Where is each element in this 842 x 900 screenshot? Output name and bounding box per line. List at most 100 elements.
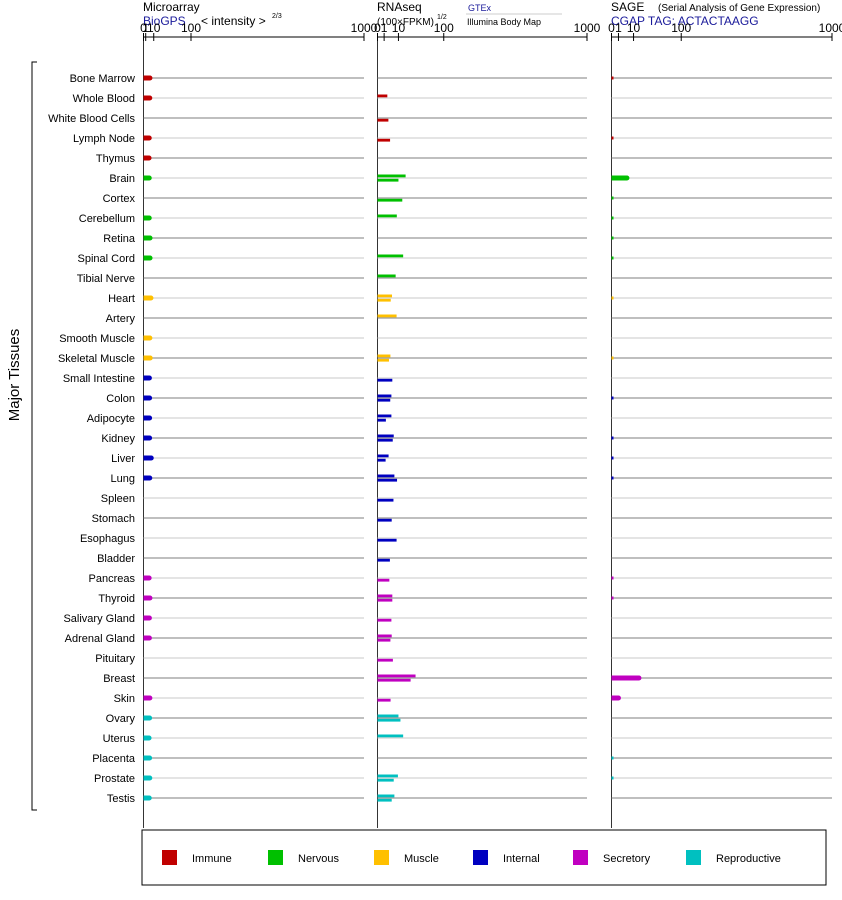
rnaseq-bodymap-bar [377,618,392,622]
rnaseq-bodymap-bar [377,578,390,582]
microarray-bar [143,715,150,721]
microarray-bar-cap [146,375,152,381]
rnaseq-gtex-bar [377,594,393,598]
tissue-label: Heart [108,293,135,305]
rnaseq-bodymap-bar [377,678,411,682]
legend-label-internal: Internal [503,853,540,865]
microarray-bar-cap [147,75,153,81]
microarray-bar-cap [147,355,153,361]
rnaseq-gtex-bar [377,394,392,398]
sage-bar [611,136,614,140]
microarray-bar-cap [147,95,153,101]
legend-label-secretory: Secretory [603,853,651,865]
tissue-label: Cerebellum [79,213,135,225]
legend-swatch-immune [162,850,177,865]
tissue-label: Thyroid [98,593,135,605]
rnaseq-gtex-bar [377,454,389,458]
microarray-tick-label: 0 [140,21,147,35]
sage-title: SAGE [611,0,644,14]
sage-tick-label: 1000 [819,21,842,35]
microarray-bar-cap [147,595,153,601]
microarray-bar [143,395,150,401]
rnaseq-bodymap-bar [377,658,393,662]
sage-bar [611,256,614,260]
tissue-label: Pituitary [95,653,135,665]
tissue-label: Adrenal Gland [65,633,135,645]
tissue-label: Breast [103,673,135,685]
tissue-label: Lymph Node [73,133,135,145]
tissue-label: Cortex [103,193,136,205]
microarray-bar [143,775,150,781]
microarray-bar [143,95,150,101]
rnaseq-source-gtex: GTEx [468,3,492,13]
microarray-bar [143,435,150,441]
sage-bar [611,356,614,360]
legend: Immune Nervous Muscle Internal Secretory Repr… [141,829,827,886]
microarray-scale-label: < intensity > [201,14,266,28]
microarray-bar [143,155,150,161]
microarray-bar [143,175,150,181]
bars-layer [143,75,642,802]
y-axis-bracket [31,61,37,811]
rnaseq-bodymap-bar [377,498,394,502]
sage-bar [611,175,627,181]
rnaseq-bodymap-bar [377,458,386,462]
tissue-label: Ovary [106,713,136,725]
axes-layer: 011010010000110100100001101001000 [140,21,842,828]
sage-tick-label: 1 [615,21,622,35]
microarray-tick-label: 1000 [351,21,378,35]
microarray-scale-exponent: 2/3 [272,13,282,20]
rnaseq-gtex-bar [377,354,391,358]
rnaseq-bodymap-bar [377,178,399,182]
legend-swatch-nervous [268,850,283,865]
microarray-bar [143,415,150,421]
rnaseq-bodymap-bar [377,418,386,422]
sage-tick-label: 100 [671,21,691,35]
sage-bar [611,216,614,220]
microarray-bar [143,475,150,481]
sage-bar [611,756,614,760]
microarray-bar-cap [148,455,154,461]
microarray-bar [143,215,150,221]
microarray-bar-cap [146,635,152,641]
microarray-bar-cap [147,255,153,261]
legend-swatch-reproductive [686,850,701,865]
microarray-bar-cap [147,695,153,701]
rnaseq-bodymap-bar [377,558,390,562]
rnaseq-bodymap-bar [377,118,389,122]
rnaseq-tick-label: 100 [434,21,454,35]
microarray-bar-cap [147,755,153,761]
rnaseq-bodymap-bar [377,398,391,402]
sage-bar-cap [615,695,621,701]
legend-label-muscle: Muscle [404,853,439,865]
rnaseq-gtex-bar [377,94,388,98]
tissue-label: Small Intestine [63,373,135,385]
rnaseq-gtex-bar [377,214,397,218]
microarray-bar [143,695,150,701]
rnaseq-source-bodymap: Illumina Body Map [467,17,541,27]
rnaseq-gtex-bar [377,474,395,478]
sage-bar [611,196,614,200]
rnaseq-bodymap-bar [377,298,391,302]
rnaseq-gtex-bar [377,674,416,678]
microarray-tick-label: 10 [147,21,161,35]
rnaseq-bodymap-bar [377,538,397,542]
rnaseq-bodymap-bar [377,518,392,522]
rnaseq-bodymap-bar [377,778,394,782]
microarray-bar-cap [147,475,153,481]
microarray-bar-cap [147,415,153,421]
microarray-bar-cap [147,775,153,781]
microarray-tick-label: 1 [142,21,149,35]
tissue-label: White Blood Cells [48,113,135,125]
microarray-bar [143,595,150,601]
rnaseq-bodymap-bar [377,718,401,722]
rnaseq-gtex-bar [377,794,395,798]
tissue-label: Testis [107,793,136,805]
legend-label-immune: Immune [192,853,232,865]
y-axis-label: Major Tissues [6,329,23,422]
rnaseq-bodymap-bar [377,598,393,602]
tissue-label: Retina [103,233,136,245]
microarray-title: Microarray [143,0,200,14]
rnaseq-gtex-bar [377,254,404,258]
sage-bar [611,76,614,80]
